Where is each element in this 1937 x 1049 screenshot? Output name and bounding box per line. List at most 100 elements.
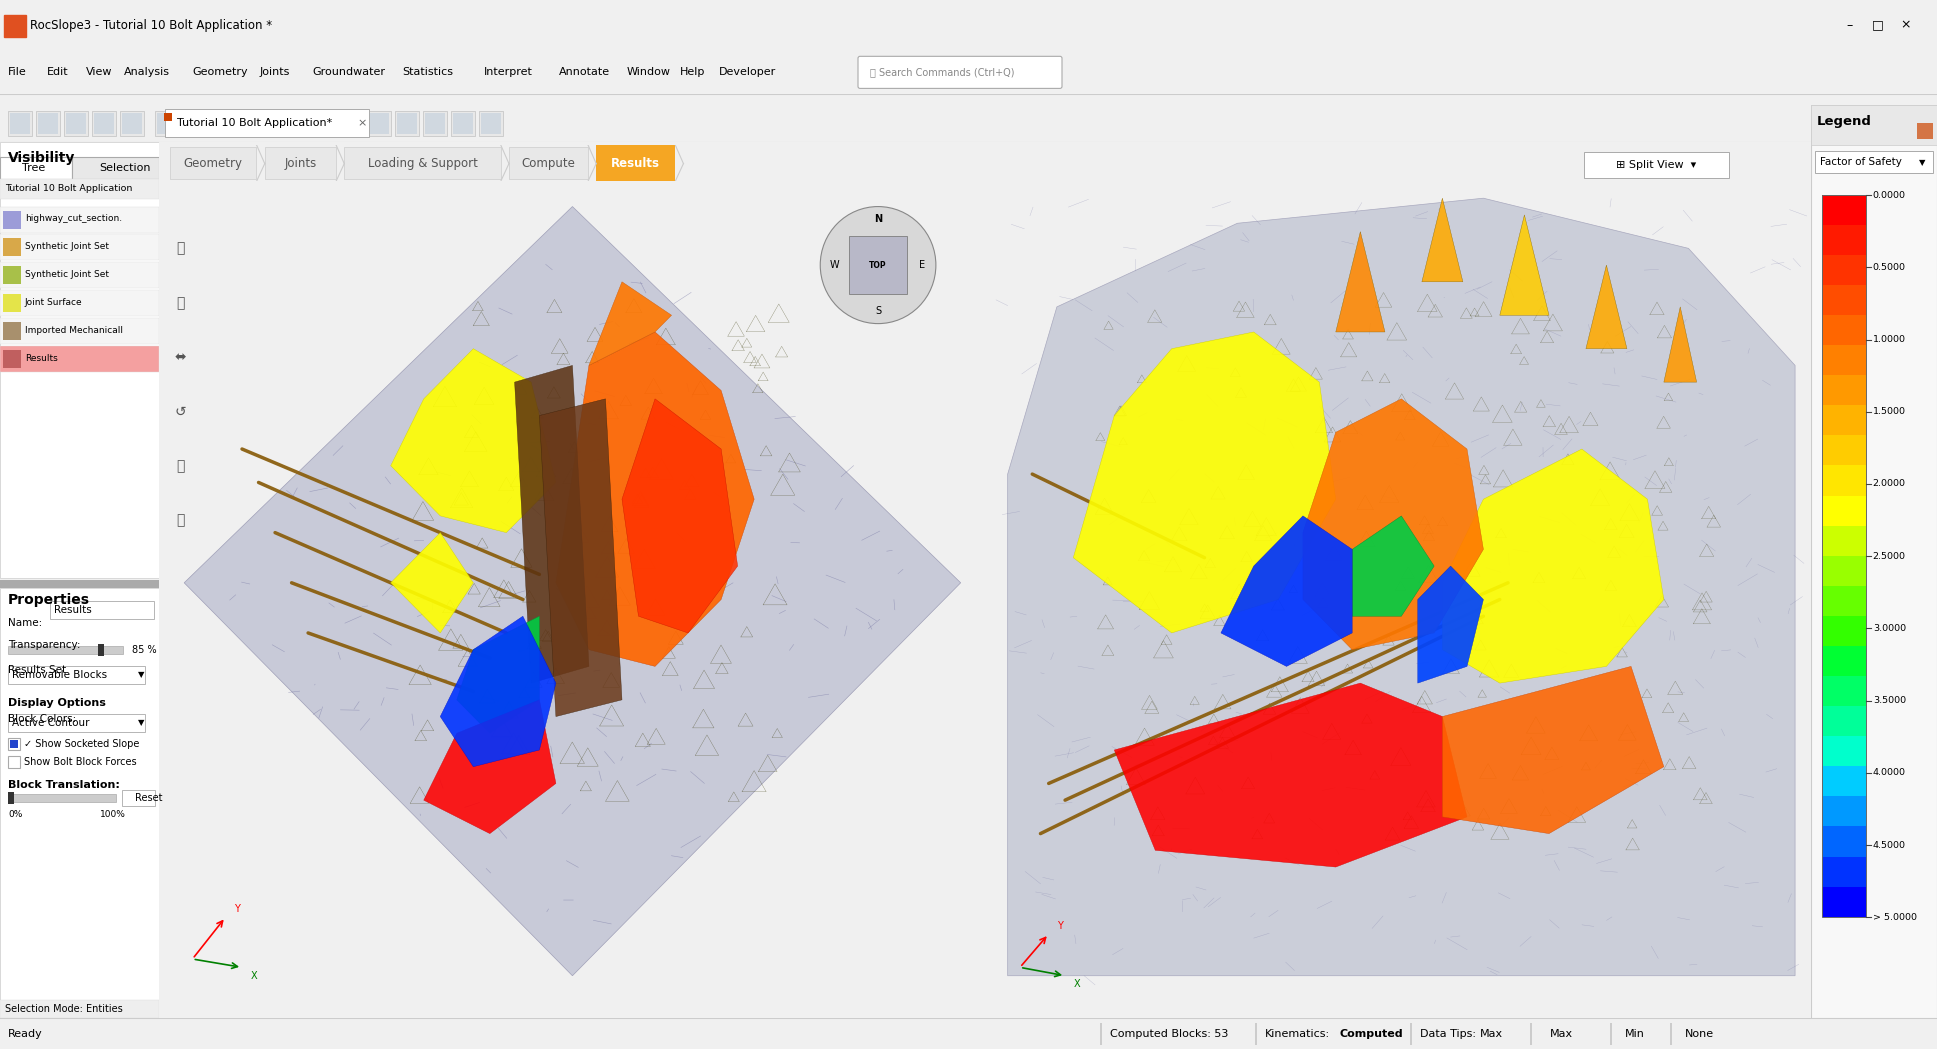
Text: Ready: Ready (8, 1029, 43, 1039)
Bar (1821, 466, 1865, 496)
Polygon shape (424, 700, 556, 834)
Bar (0, 262, 159, 288)
Text: Factor of Safety: Factor of Safety (1819, 157, 1902, 167)
Bar (422, 111, 447, 135)
Bar (97, 644, 103, 656)
Bar (66, 113, 85, 133)
Text: Synthetic Joint Set: Synthetic Joint Set (25, 242, 108, 251)
Text: ⊞ Split View  ▾: ⊞ Split View ▾ (1617, 159, 1697, 170)
Text: Joint Surface: Joint Surface (25, 298, 83, 307)
Bar (1670, 1023, 1672, 1045)
Text: Transparency:: Transparency: (8, 640, 81, 650)
Text: 1.5000: 1.5000 (1873, 407, 1906, 416)
Text: N: N (874, 214, 881, 224)
Text: Visibility: Visibility (8, 151, 76, 165)
Bar (0, 178, 159, 198)
Text: Show Bolt Block Forces: Show Bolt Block Forces (23, 756, 136, 767)
Text: Developer: Developer (719, 67, 775, 78)
Text: Block Translation:: Block Translation: (8, 779, 120, 790)
Bar (213, 113, 232, 133)
Text: W: W (829, 260, 839, 270)
Bar (1821, 526, 1865, 556)
Text: Selection Mode: Entities: Selection Mode: Entities (6, 1004, 122, 1013)
Text: 🔍 Search Commands (Ctrl+Q): 🔍 Search Commands (Ctrl+Q) (870, 67, 1015, 78)
Bar (211, 111, 234, 135)
Polygon shape (1007, 198, 1796, 976)
Bar (0, 235, 159, 260)
Bar (1815, 151, 1933, 173)
Polygon shape (1418, 566, 1484, 683)
Bar (37, 111, 60, 135)
Bar (1821, 495, 1865, 527)
Text: Loading & Support: Loading & Support (368, 157, 477, 170)
Bar (1821, 706, 1865, 736)
Bar (397, 113, 416, 133)
Bar (4, 15, 25, 37)
Text: 100%: 100% (99, 810, 126, 819)
Bar (1255, 1023, 1257, 1045)
Bar (1918, 123, 1933, 140)
Bar (0, 346, 159, 372)
Bar (8, 737, 19, 750)
Bar (50, 601, 155, 619)
Bar (451, 111, 475, 135)
Text: 4.5000: 4.5000 (1873, 840, 1906, 850)
Bar (91, 111, 116, 135)
Bar (8, 756, 19, 768)
Bar (8, 794, 116, 801)
Polygon shape (556, 331, 753, 666)
Text: □: □ (1873, 19, 1885, 31)
Text: S: S (876, 306, 881, 316)
Bar (1584, 152, 1730, 177)
Bar (8, 666, 145, 684)
Bar (478, 111, 504, 135)
Bar (480, 113, 502, 133)
Bar (1821, 224, 1865, 255)
Text: Results: Results (25, 354, 58, 363)
Polygon shape (391, 348, 556, 533)
Text: 85 %: 85 % (132, 645, 157, 655)
Polygon shape (1443, 449, 1664, 683)
Bar (1821, 195, 1865, 226)
Bar (122, 113, 141, 133)
Text: Block Colors:: Block Colors: (8, 714, 76, 724)
Text: 1.0000: 1.0000 (1873, 335, 1906, 344)
Bar (10, 113, 29, 133)
Polygon shape (1304, 399, 1484, 649)
Bar (1821, 736, 1865, 767)
Text: Data Tips:: Data Tips: (1420, 1029, 1476, 1039)
Polygon shape (1114, 683, 1466, 868)
Bar (8, 646, 122, 654)
Bar (1821, 585, 1865, 617)
Text: ×: × (1900, 19, 1912, 31)
Bar (453, 113, 473, 133)
Text: Kinematics:: Kinematics: (1265, 1029, 1331, 1039)
Text: ×: × (356, 117, 366, 128)
Bar (240, 113, 261, 133)
Bar (0, 580, 159, 588)
Text: Legend: Legend (1817, 115, 1871, 128)
Bar (1821, 195, 1865, 917)
Bar (157, 113, 176, 133)
Text: 0.5000: 0.5000 (1873, 263, 1906, 272)
Bar (0, 588, 159, 1018)
Text: ▼: ▼ (138, 670, 143, 680)
Bar (1821, 767, 1865, 797)
Bar (64, 111, 87, 135)
Text: Active Contour: Active Contour (12, 718, 89, 728)
Bar (1821, 676, 1865, 707)
Bar (8, 792, 14, 804)
Bar (1821, 435, 1865, 466)
Text: ✓ Show Socketed Slope: ✓ Show Socketed Slope (23, 738, 139, 749)
Bar (0, 142, 159, 578)
Text: Tree: Tree (21, 163, 45, 173)
Text: Name:: Name: (8, 618, 43, 628)
Polygon shape (391, 533, 473, 633)
Text: RocSlope3 - Tutorial 10 Bolt Application *: RocSlope3 - Tutorial 10 Bolt Application… (29, 19, 271, 31)
Bar (4, 238, 21, 256)
Bar (0, 291, 159, 317)
Text: Selection: Selection (99, 163, 151, 173)
Text: Max: Max (1480, 1029, 1503, 1039)
Bar (509, 147, 589, 179)
Text: Imported Mechanicall: Imported Mechanicall (25, 326, 122, 335)
